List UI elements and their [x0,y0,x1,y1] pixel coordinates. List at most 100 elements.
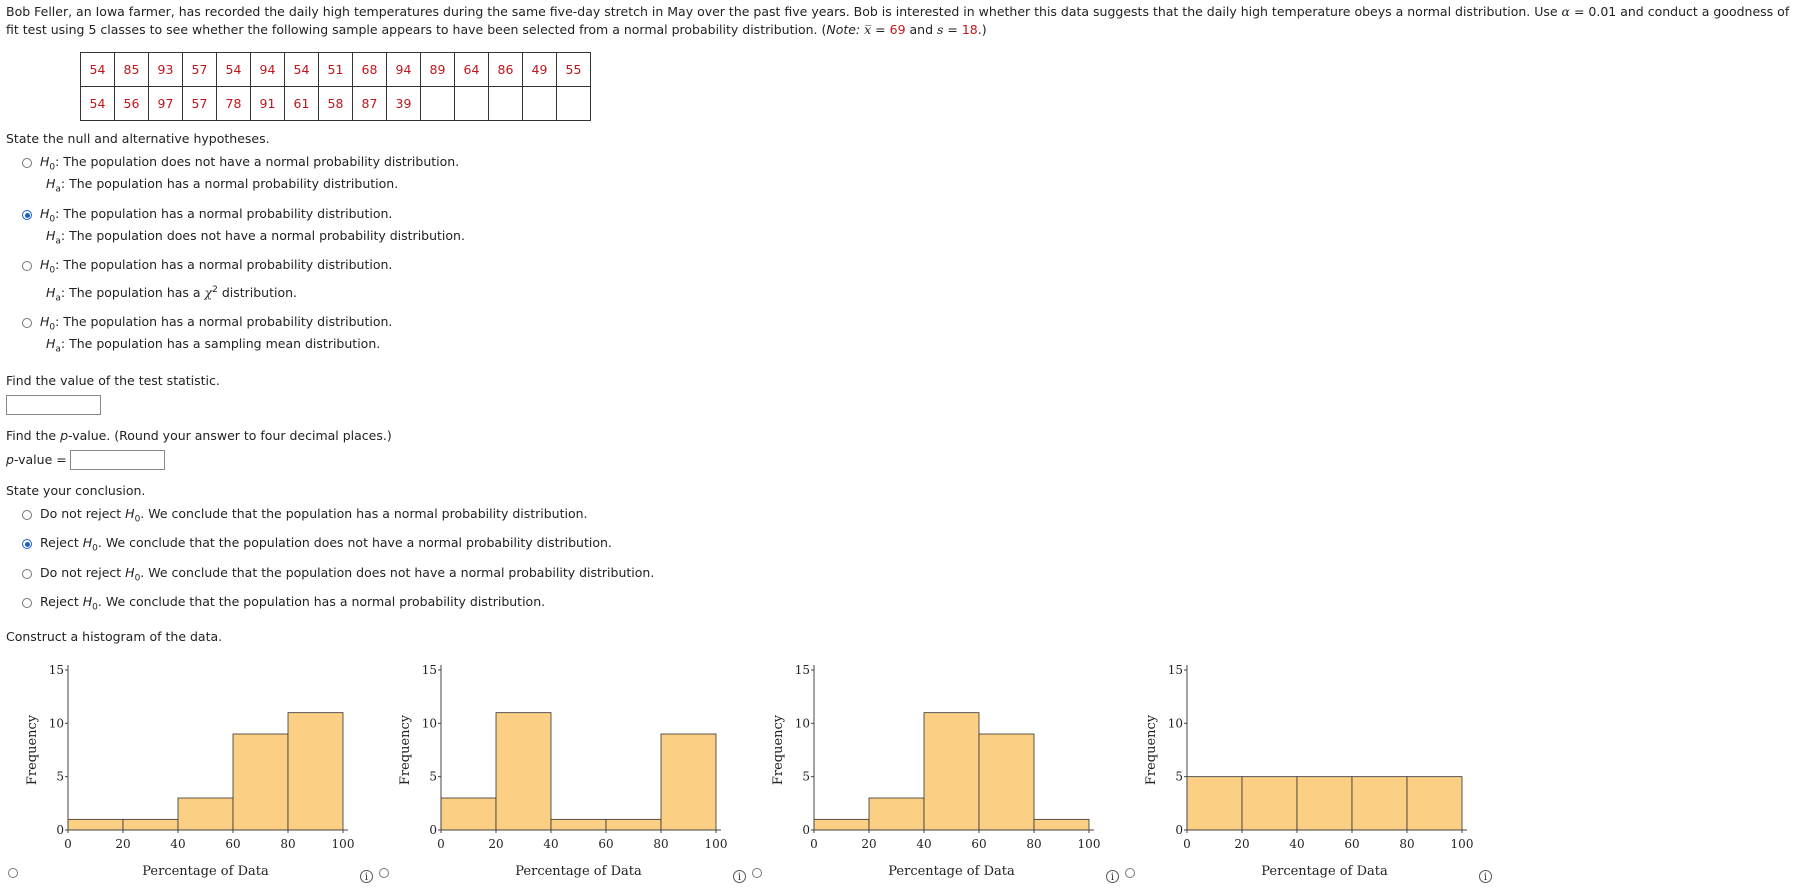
table-cell: 87 [352,86,387,121]
x-tick-label: 0 [810,837,818,851]
x-tick-label: 100 [705,837,728,851]
x-tick-label: 0 [437,837,445,851]
s-eq: = [943,22,962,37]
hypothesis-radio-4[interactable] [22,318,32,328]
histogram-bar [122,818,179,831]
x-tick-label: 100 [332,837,355,851]
conclusion-text: Do not reject H0. We conclude that the p… [40,506,588,525]
table-cell: 61 [284,86,319,121]
x-tick-label: 100 [1451,837,1474,851]
pvalue-input[interactable] [70,450,165,470]
ha-symbol: H [46,176,56,191]
info-icon[interactable]: i [1106,870,1119,883]
info-icon[interactable]: i [733,870,746,883]
x-axis-label: Percentage of Data [515,864,642,879]
table-cell [556,86,591,121]
ha-symbol: H [46,336,56,351]
h0-text: : The population has a normal probabilit… [55,314,393,329]
chi-superscript: 2 [212,285,218,295]
xbar-eq: = [871,22,890,37]
y-tick-label: 10 [1168,716,1183,730]
table-row: 54 56 97 57 78 91 61 58 87 39 [80,86,591,121]
conclusion-radio-4[interactable] [22,598,32,608]
table-cell: 54 [80,86,115,121]
hypothesis-radio-1[interactable] [22,158,32,168]
h0-subscript: 0 [92,543,98,554]
x-axis-label: Percentage of Data [142,864,269,879]
test-statistic-input[interactable] [6,395,101,415]
h0-subscript: 0 [49,162,56,173]
table-cell: 57 [182,86,217,121]
pvalue-prompt-post: -value. (Round your answer to four decim… [68,428,392,443]
conclusion-prompt: State your conclusion. [6,483,146,498]
y-tick-label: 0 [1175,823,1183,837]
problem-statement: Bob Feller, an Iowa farmer, has recorded… [6,3,1801,39]
histogram-radio-1[interactable] [8,868,18,878]
table-cell: 55 [556,52,591,87]
test-statistic-prompt: Find the value of the test statistic. [6,373,220,388]
histogram-bar [813,818,870,831]
hypotheses-prompt: State the null and alternative hypothese… [6,131,270,146]
h0-subscript: 0 [49,322,56,333]
ha-text: : The population has a normal probabilit… [60,176,399,191]
histogram-bar [660,733,717,831]
x-tick-label: 0 [1183,837,1191,851]
histogram-option-2: 0 20 40 60 80 100 0 5 10 15 Percentage of Data Freq… [379,655,751,892]
pvalue-prompt-pre: Find the [6,428,61,443]
x-tick-label: 80 [653,837,668,851]
histogram-radio-3[interactable] [752,868,762,878]
table-cell: 51 [318,52,353,87]
histogram-option-3: 0 20 40 60 80 100 0 5 10 15 Percentage of Data Freq… [752,655,1124,892]
info-icon[interactable]: i [360,870,373,883]
table-cell: 68 [352,52,387,87]
conclusion-radio-2[interactable] [22,539,32,549]
table-cell: 94 [250,52,285,87]
table-row: 54 85 93 57 54 94 54 51 68 94 89 64 86 49 55 [80,52,591,87]
histogram-chart: 0 20 40 60 80 100 0 5 10 15 Percentage of Data Freq… [771,663,1101,879]
y-tick-label: 5 [802,770,810,784]
ha-statement: Ha: The population does not have a norma… [46,228,465,247]
x-tick-label: 60 [598,837,613,851]
h0-statement: H0: The population has a normal probabil… [40,314,392,333]
histogram-bar [177,797,234,831]
x-tick-label: 20 [861,837,876,851]
note-label: Note: [826,22,861,37]
hypothesis-radio-2[interactable] [22,210,32,220]
and-text: and [905,22,937,37]
conclusion-radio-1[interactable] [22,510,32,520]
table-cell: 58 [318,86,353,121]
ha-subscript: a [55,184,61,195]
x-tick-label: 40 [916,837,931,851]
histogram-radio-2[interactable] [379,868,389,878]
ha-statement: Ha: The population has a χ2 distribution… [46,285,297,304]
xbar-symbol: x̅ [864,22,872,37]
hypothesis-radio-3[interactable] [22,261,32,271]
h0-symbol: H [125,506,135,521]
y-tick-label: 10 [422,716,437,730]
x-tick-label: 40 [1289,837,1304,851]
x-tick-label: 100 [1078,837,1101,851]
conclusion-post: . We conclude that the population has a … [140,506,588,521]
table-cell [454,86,489,121]
conclusion-pre: Do not reject [40,565,126,580]
table-cell: 85 [114,52,149,87]
x-tick-label: 80 [1026,837,1041,851]
intro-text: Bob Feller, an Iowa farmer, has recorded… [6,4,1562,19]
h0-symbol: H [125,565,135,580]
conclusion-text: Reject H0. We conclude that the populati… [40,594,545,613]
y-axis-label: Frequency [25,714,40,785]
conclusion-radio-3[interactable] [22,569,32,579]
histogram-radio-4[interactable] [1125,868,1135,878]
pvalue-label-rest: -value = [13,452,67,467]
h0-symbol: H [40,154,50,169]
x-tick-label: 60 [1344,837,1359,851]
x-tick-label: 80 [280,837,295,851]
x-tick-label: 20 [115,837,130,851]
xbar-value: 69 [889,22,906,37]
table-cell: 91 [250,86,285,121]
histogram-bar [1296,776,1353,831]
conclusion-pre: Do not reject [40,506,126,521]
y-tick-label: 0 [802,823,810,837]
info-icon[interactable]: i [1479,870,1492,883]
x-tick-label: 80 [1399,837,1414,851]
